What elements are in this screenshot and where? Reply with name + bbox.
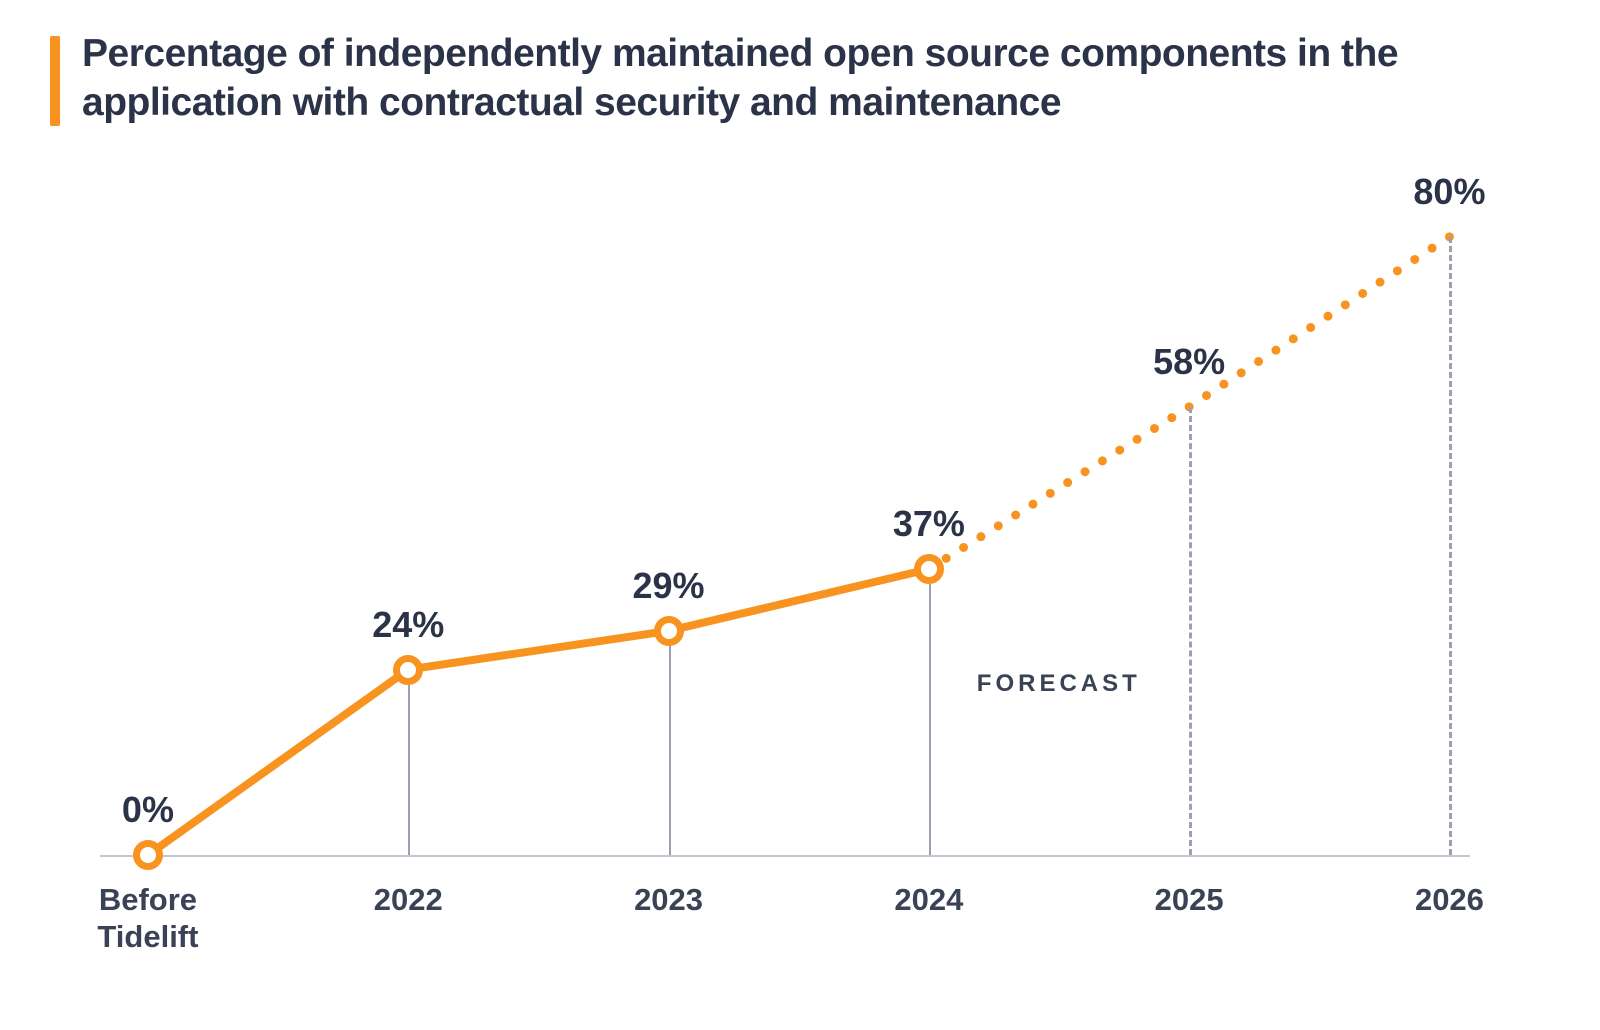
drop-line: [408, 685, 410, 855]
drop-line: [669, 646, 671, 855]
value-label: 58%: [1153, 341, 1225, 383]
value-label: 0%: [122, 789, 174, 831]
forecast-label: FORECAST: [977, 670, 1141, 698]
data-point-marker: [914, 554, 944, 584]
value-label: 24%: [372, 604, 444, 646]
title-accent-bar: [50, 36, 60, 126]
data-point-marker: [654, 616, 684, 646]
data-point-marker: [393, 655, 423, 685]
forecast-drop-line: [1449, 237, 1452, 855]
x-axis-label: 2024: [894, 881, 963, 918]
plot-area: FORECAST Before Tidelift 0% 2022 24% 2023 29%…: [100, 175, 1470, 975]
drop-line: [929, 584, 931, 855]
value-label: 37%: [893, 503, 965, 545]
title-row: Percentage of independently maintained o…: [50, 30, 1550, 128]
x-axis-label: Before Tidelift: [97, 881, 198, 955]
chart-container: Percentage of independently maintained o…: [0, 0, 1600, 1030]
value-label: 29%: [633, 565, 705, 607]
line-layer: [100, 175, 1470, 860]
x-axis-label: 2026: [1415, 881, 1484, 918]
chart-title: Percentage of independently maintained o…: [82, 30, 1550, 128]
forecast-drop-line: [1189, 407, 1192, 855]
data-point-marker: [133, 840, 163, 870]
value-label: 80%: [1413, 171, 1485, 213]
x-axis-label: 2022: [374, 881, 443, 918]
x-axis-label: 2023: [634, 881, 703, 918]
x-axis-label: 2025: [1155, 881, 1224, 918]
